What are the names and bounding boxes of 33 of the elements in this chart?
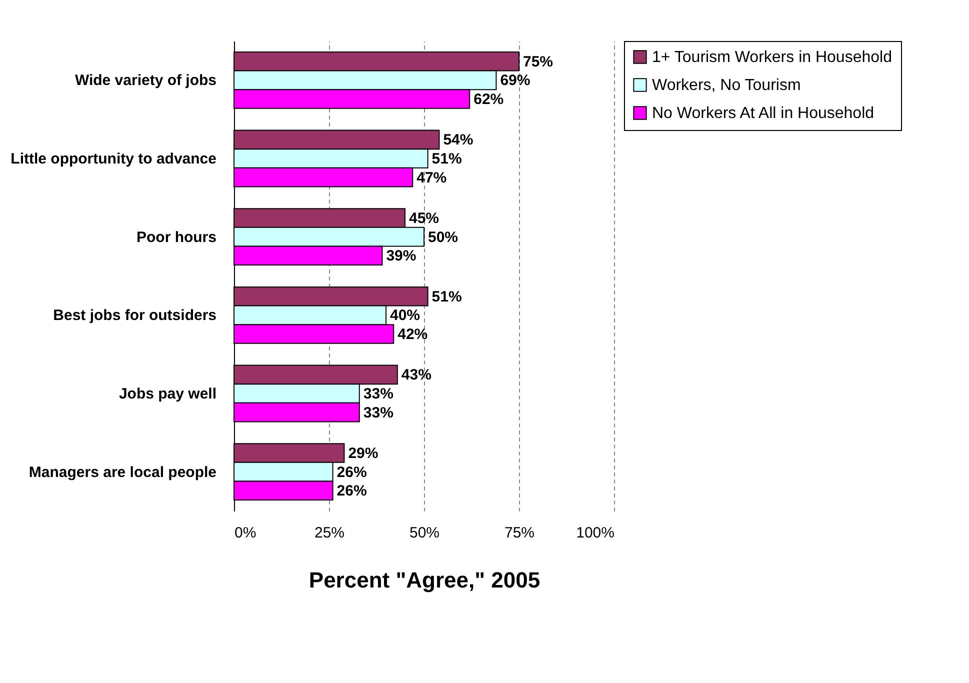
data-label: 69%: [500, 72, 530, 90]
x-tick-label: 75%: [504, 524, 535, 542]
x-axis-title: Percent "Agree," 2005: [308, 568, 540, 592]
data-label: 62%: [474, 90, 504, 108]
y-tick-label: Jobs pay well: [118, 386, 216, 402]
data-label: 75%: [523, 53, 554, 70]
legend-label: Workers, No Tourism: [652, 77, 801, 94]
data-label: 40%: [390, 307, 420, 324]
data-label: 47%: [416, 169, 447, 186]
y-tick-label: Wide variety of jobs: [74, 72, 216, 90]
data-label: 42%: [398, 326, 428, 343]
data-label: 50%: [428, 228, 458, 246]
y-tick-label: Little opportunity to advance: [10, 150, 216, 168]
legend-label: No Workers At All in Household: [652, 105, 874, 122]
data-label: 33%: [363, 404, 394, 422]
data-label: 26%: [336, 464, 367, 481]
y-tick-label: Managers are local people: [28, 464, 216, 481]
data-label: 33%: [363, 386, 394, 402]
y-tick-label: Best jobs for outsiders: [53, 307, 216, 324]
data-label: 26%: [336, 482, 367, 500]
data-label: 43%: [401, 366, 432, 384]
data-label: 29%: [348, 445, 378, 462]
data-label: 39%: [386, 248, 416, 265]
x-tick-label: 50%: [409, 524, 440, 542]
data-label: 51%: [432, 150, 462, 168]
x-tick-label: 0%: [234, 524, 256, 542]
data-label: 51%: [432, 288, 462, 306]
x-tick-label: 25%: [314, 524, 345, 542]
y-tick-label: Poor hours: [136, 228, 216, 246]
legend-label: 1+ Tourism Workers in Household: [652, 49, 892, 66]
data-label: 54%: [443, 132, 474, 149]
x-tick-label: 100%: [576, 524, 614, 542]
data-label: 45%: [409, 210, 440, 228]
